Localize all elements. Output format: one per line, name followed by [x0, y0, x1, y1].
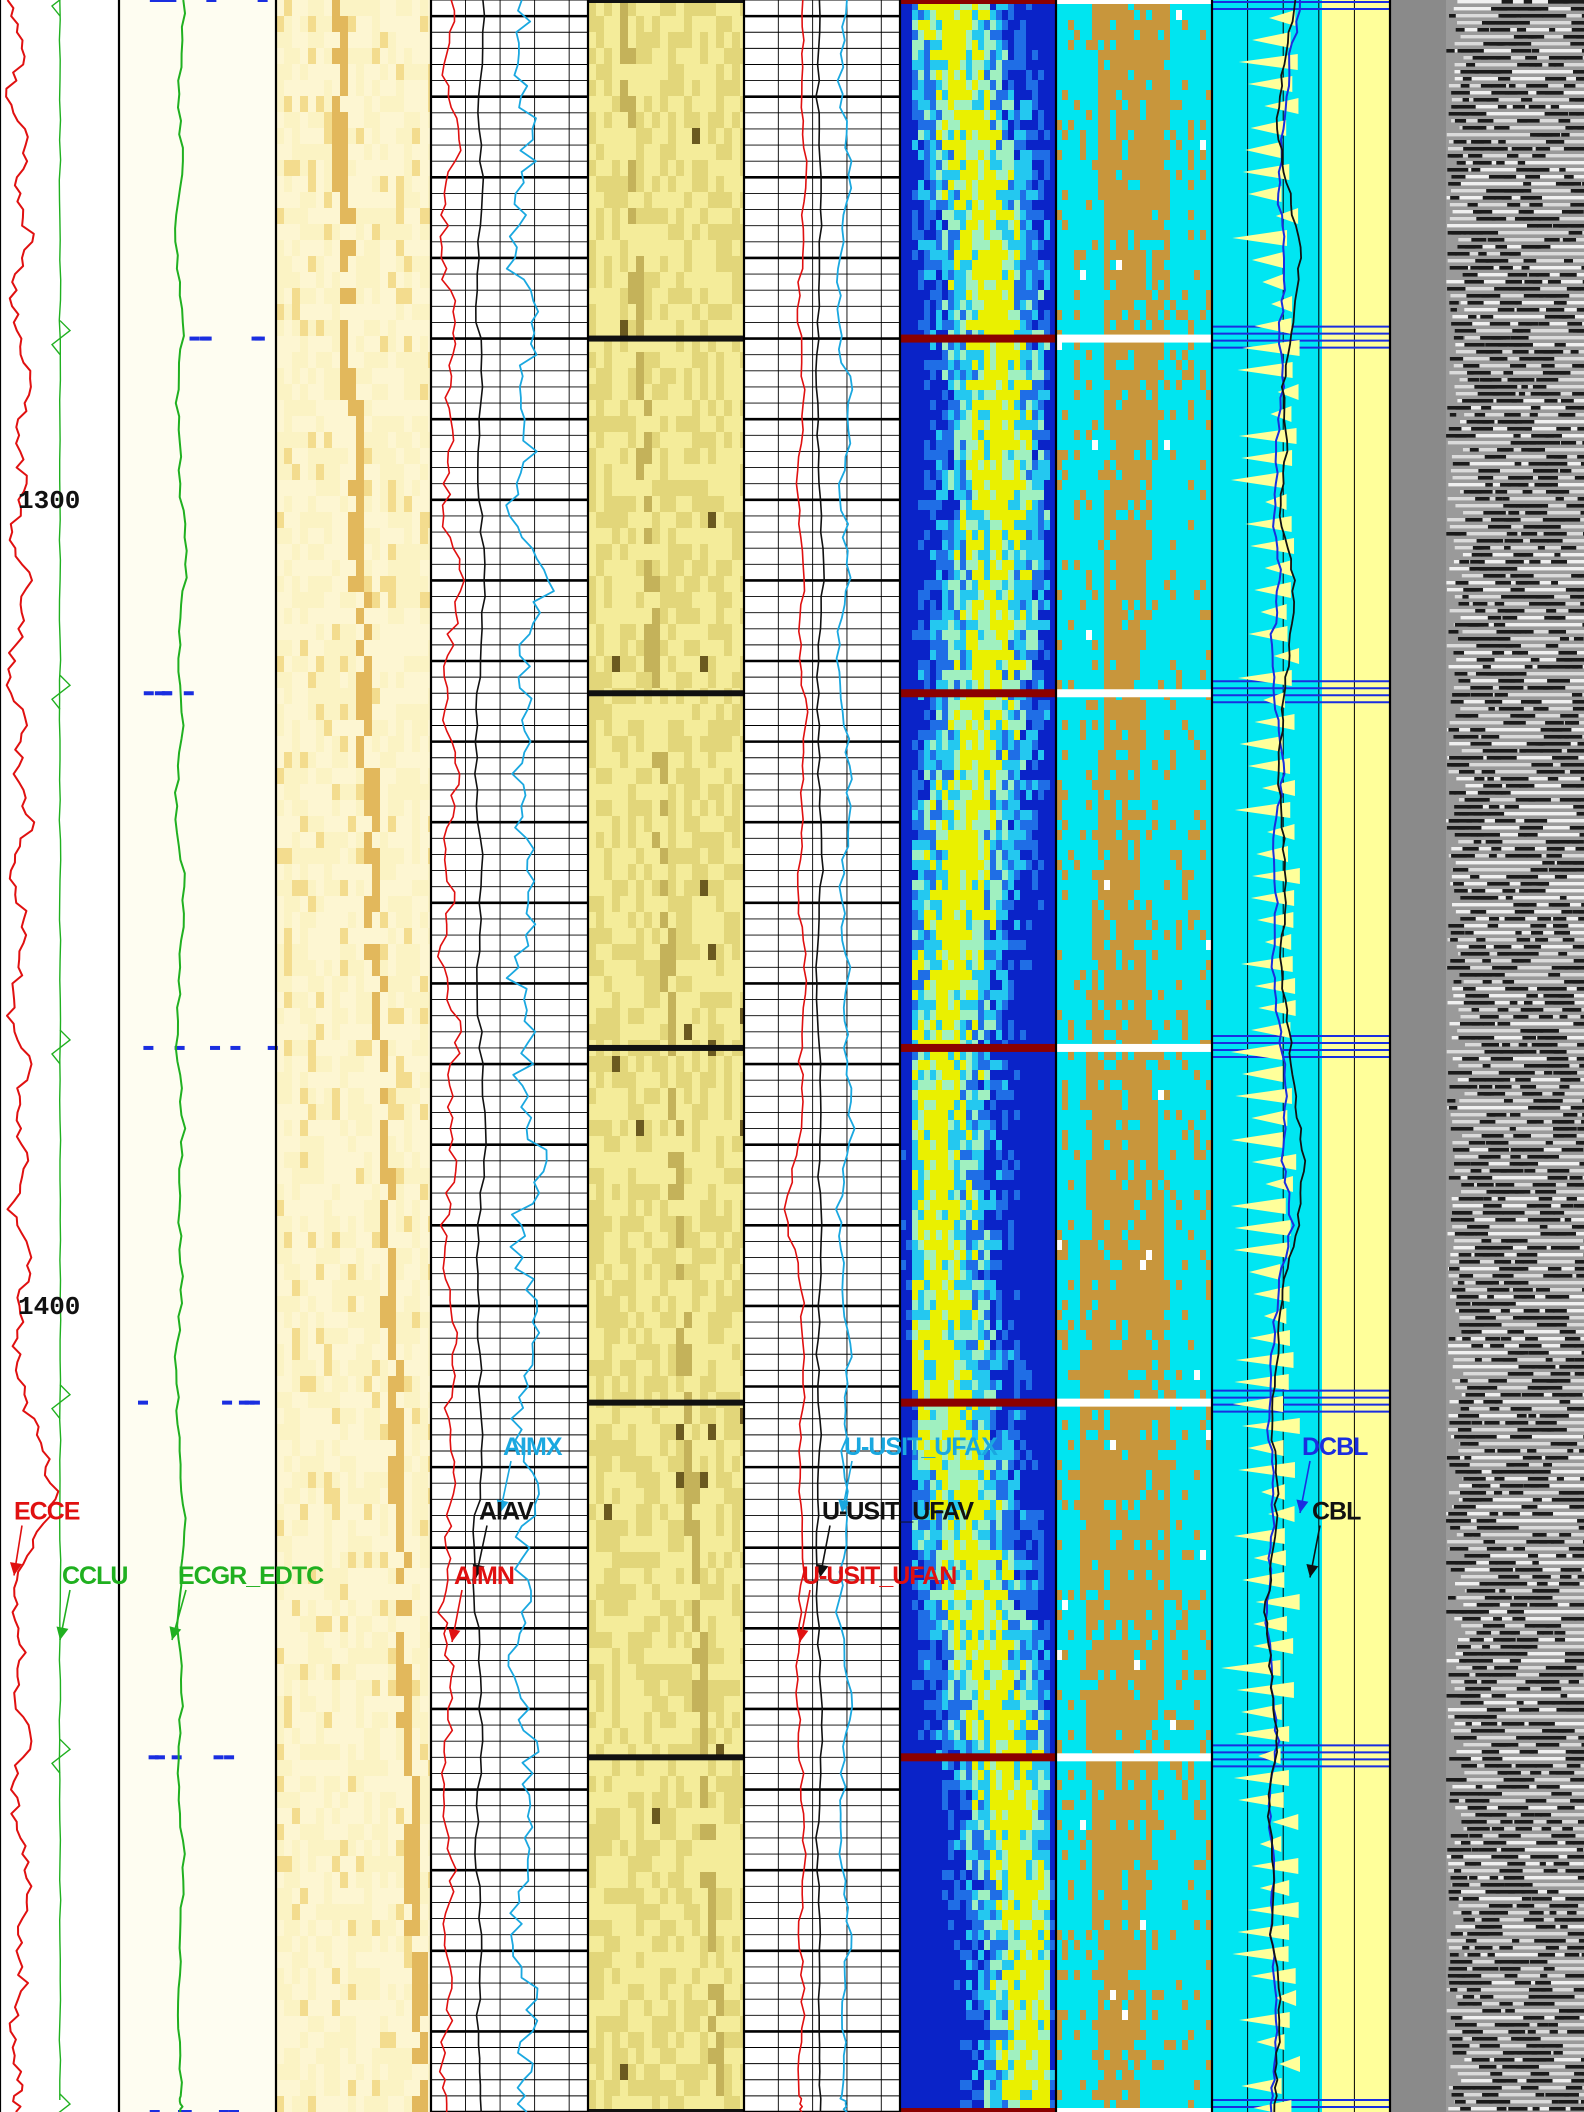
depth-label: 1400: [18, 1292, 80, 1322]
cclu-collar-spike: [51, 1029, 72, 1065]
image-tracks: [276, 0, 1584, 2112]
label-u-usit-ufan-arrow-head: [796, 1628, 809, 1642]
acoustic-amplitude-image-1: [276, 0, 432, 2112]
u-usit-ufan-curve: [783, 0, 809, 2112]
track-borders: [0, 0, 1392, 2112]
depth-label: 1300: [18, 486, 80, 516]
label-ecce: ECCE: [14, 1498, 80, 1526]
vdl-waveform: [1390, 0, 1584, 2112]
label-u-usit-ufan: U-USIT_UFAN: [802, 1562, 956, 1590]
label-aimx: AIMX: [503, 1433, 563, 1461]
curve-labels: ECCE CCLU ECGR_EDTC AIMX AIAV AIMN U-USIT_UFAX…: [9, 1433, 1369, 1643]
ecce-curve: [5, 0, 60, 2112]
label-ecce-arrow-head: [9, 1562, 23, 1576]
label-cbl-arrow-head: [1306, 1563, 1319, 1578]
track-grids: [137, 0, 1390, 2112]
cement-map: [1056, 0, 1213, 2112]
label-u-usit-ufax: U-USIT_UFAX: [844, 1433, 998, 1461]
cbl-curve: [1263, 0, 1307, 2112]
ecgr-edtc-curve: [173, 0, 188, 2112]
label-dcbl-arrow-head: [1296, 1499, 1309, 1514]
cclu-collar-spike: [58, 2093, 72, 2112]
track-2-background: [119, 0, 276, 2112]
label-cbl: CBL: [1312, 1498, 1361, 1526]
cclu-collar-spike: [51, 0, 61, 17]
label-u-usit-ufax-arrow-head: [838, 1499, 851, 1514]
label-aimn-arrow-head: [448, 1628, 461, 1642]
aimn-curve: [436, 0, 466, 2112]
label-cclu: CCLU: [62, 1562, 127, 1590]
cclu-collar-spike: [51, 1738, 72, 1774]
label-dcbl: DCBL: [1302, 1433, 1368, 1461]
label-ecgr-edtc: ECGR_EDTC: [178, 1562, 324, 1590]
impedance-image: [900, 0, 1057, 2112]
label-u-usit-ufav-arrow-head: [816, 1563, 829, 1578]
aiav-curve: [472, 0, 487, 2112]
depth-labels: 1300 1400: [18, 486, 80, 1322]
label-cclu-arrow-head: [56, 1626, 69, 1640]
label-aiav: AIAV: [479, 1498, 534, 1526]
label-u-usit-ufav: U-USIT_UFAV: [822, 1498, 974, 1526]
u-usit-ufax-curve: [835, 0, 856, 2112]
ultrasonic-track-grid: [744, 0, 900, 2112]
casing-collar-markers: [137, 0, 1390, 2112]
label-aimn: AIMN: [454, 1562, 514, 1590]
cclu-collar-spike: [51, 674, 72, 710]
cclu-curve: [58, 0, 62, 2100]
amplitude-track-grid: [431, 0, 588, 2112]
aimx-curve: [505, 0, 555, 2112]
acoustic-amplitude-image-2: [588, 0, 745, 2112]
label-ecgr-edtc-arrow-head: [169, 1626, 182, 1640]
label-aimx-arrow-head: [496, 1499, 509, 1514]
cclu-collar-spike: [51, 1384, 72, 1420]
u-usit-ufav-curve: [815, 0, 826, 2112]
cclu-collar-spike: [51, 320, 72, 356]
log-curves: [5, 0, 1307, 2112]
label-aiav-arrow-head: [472, 1563, 485, 1578]
